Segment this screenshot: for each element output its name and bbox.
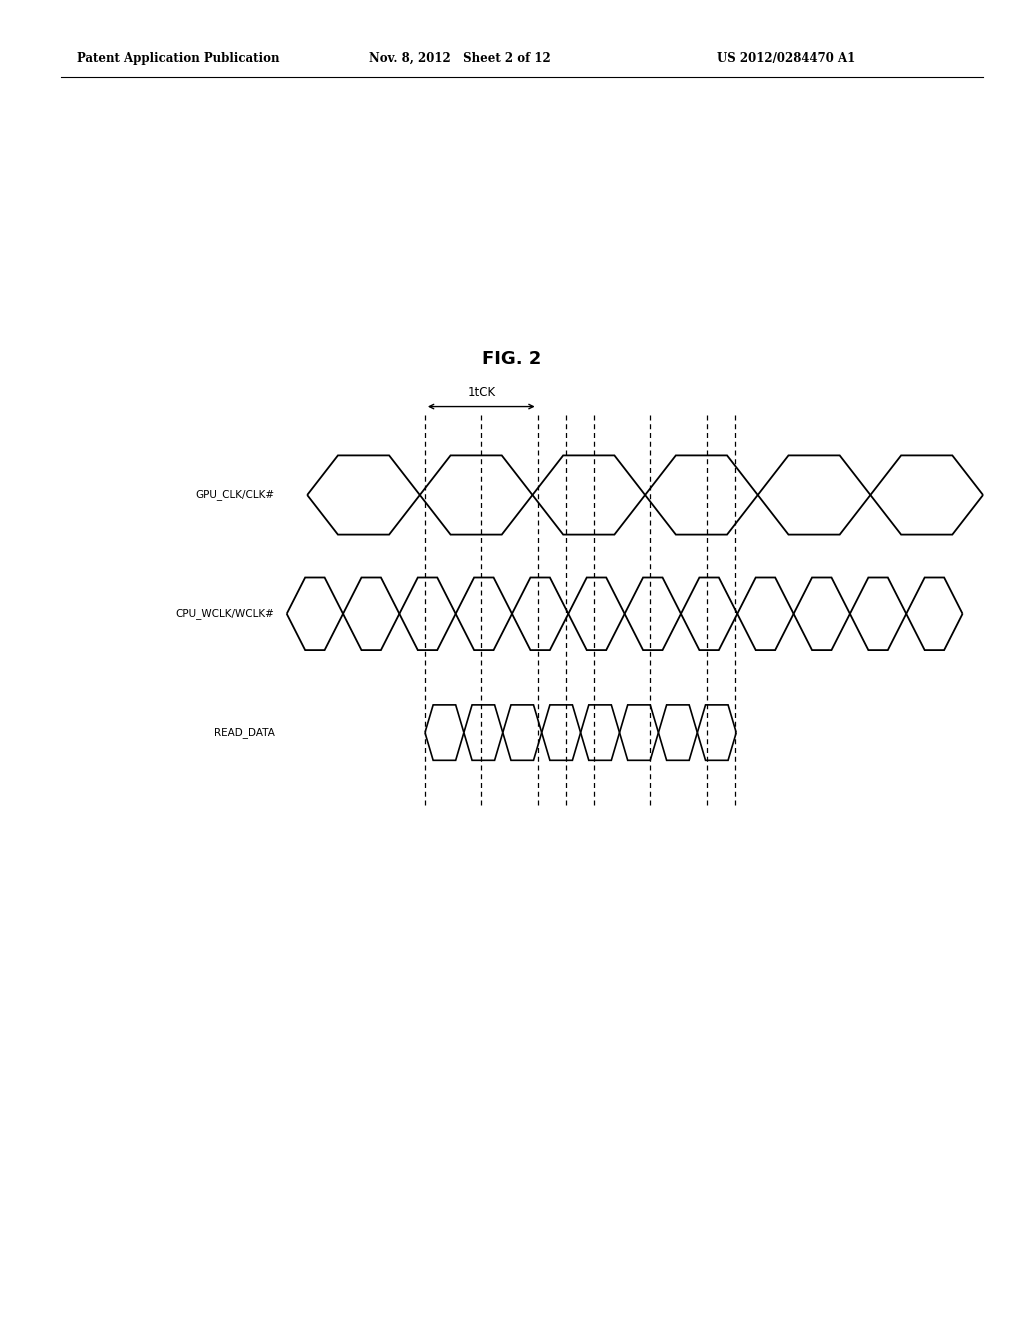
Text: 1tCK: 1tCK: [467, 385, 496, 399]
Text: Patent Application Publication: Patent Application Publication: [77, 51, 280, 65]
Text: GPU_CLK/CLK#: GPU_CLK/CLK#: [196, 490, 274, 500]
Text: US 2012/0284470 A1: US 2012/0284470 A1: [717, 51, 855, 65]
Text: CPU_WCLK/WCLK#: CPU_WCLK/WCLK#: [175, 609, 274, 619]
Text: FIG. 2: FIG. 2: [482, 350, 542, 368]
Text: READ_DATA: READ_DATA: [214, 727, 274, 738]
Text: Nov. 8, 2012   Sheet 2 of 12: Nov. 8, 2012 Sheet 2 of 12: [369, 51, 550, 65]
